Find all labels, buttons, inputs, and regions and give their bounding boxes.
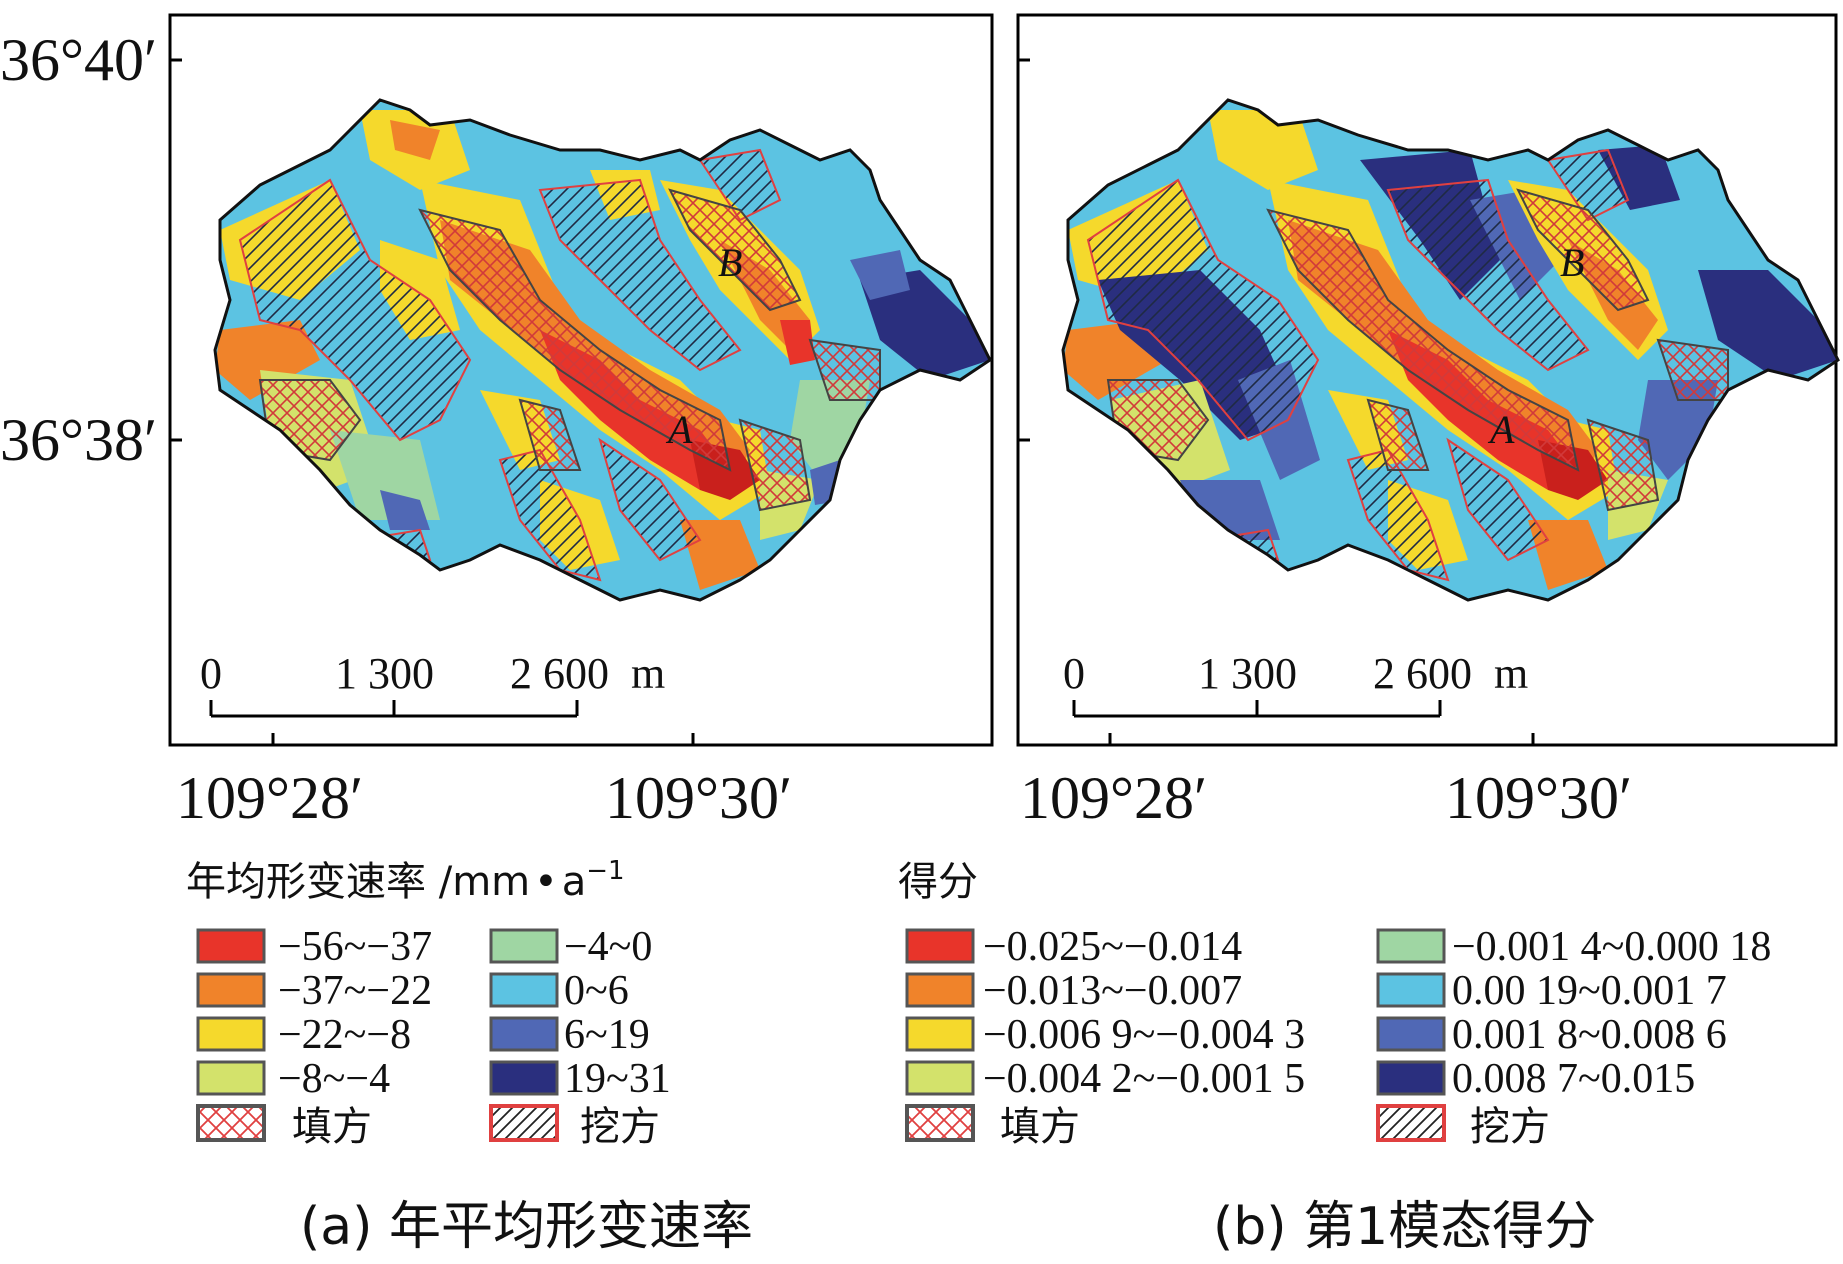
legend-item-label: 6~19 (564, 1012, 650, 1058)
legend-item-label: −0.001 4~0.000 18 (1452, 924, 1771, 970)
legend-swatch-blue (1376, 1016, 1446, 1052)
legend-cut-swatch (489, 1104, 559, 1142)
legend-item-label: −4~0 (564, 924, 652, 970)
panel-a-scale-bar: 0 1 300 2 600 m (200, 649, 665, 718)
legend-item-label: −0.013~−0.007 (983, 968, 1242, 1014)
legend-item-label: −56~−37 (278, 924, 432, 970)
scale-label-1300: 1 300 (335, 649, 434, 698)
lon-label-109-28: 109°28′ (1020, 765, 1207, 831)
legend-a: 年均形变速率 /mm • a−1 −56~−37−37~−22−22~−8−8~−4… (186, 856, 671, 1150)
panel-a: A B 0 1 300 2 600 m 36°40′ 36°38′ 109°28… (0, 13, 994, 831)
panel-b: A B 0 1 300 2 600 m 109°28′ 109°30′ (1016, 13, 1840, 831)
legend-swatch-yellow (905, 1016, 975, 1052)
point-label-b: B (1560, 240, 1584, 285)
scale-label-0: 0 (1063, 649, 1085, 698)
point-label-b: B (718, 240, 742, 285)
panel-b-scale-bar: 0 1 300 2 600 m (1063, 649, 1528, 718)
legend-fill-label: 填方 (1000, 1104, 1080, 1150)
legend-swatch-darkblue (489, 1060, 559, 1096)
legend-swatch-lightgreen (905, 1060, 975, 1096)
scale-label-2600: 2 600 m (510, 649, 665, 698)
legend-swatch-yellow (196, 1016, 266, 1052)
legend-b-title: 得分 (898, 859, 978, 905)
legend-b: 得分 −0.025~−0.014−0.013~−0.007−0.006 9~−0… (898, 859, 1771, 1150)
legend-a-items-left: −56~−37−37~−22−22~−8−8~−4 (196, 924, 432, 1102)
legend-swatch-orange (905, 972, 975, 1008)
legend-item-label: −37~−22 (278, 968, 432, 1014)
legend-item-label: −22~−8 (278, 1012, 411, 1058)
legend-swatch-green (489, 928, 559, 964)
legend-swatch-cyan (1376, 972, 1446, 1008)
legend-cut-label: 挖方 (1470, 1104, 1550, 1150)
scale-label-2600: 2 600 m (1373, 649, 1528, 698)
legend-item-label: −8~−4 (278, 1056, 390, 1102)
legend-fill-swatch (905, 1104, 975, 1142)
legend-item-label: −0.004 2~−0.001 5 (983, 1056, 1305, 1102)
legend-item-label: 0~6 (564, 968, 629, 1014)
legend-swatch-blue (489, 1016, 559, 1052)
lat-label-36-40: 36°40′ (0, 27, 157, 93)
legend-a-title: 年均形变速率 /mm • a−1 (186, 856, 625, 905)
point-label-a: A (665, 407, 693, 452)
caption-b: (b) 第1模态得分 (1213, 1197, 1596, 1257)
lat-label-36-38: 36°38′ (0, 407, 157, 473)
legend-swatch-red (196, 928, 266, 964)
legend-fill-swatch (196, 1104, 266, 1142)
scale-label-0: 0 (200, 649, 222, 698)
legend-item-label: 0.00 19~0.001 7 (1452, 968, 1727, 1014)
point-label-a: A (1487, 407, 1515, 452)
scale-label-1300: 1 300 (1198, 649, 1297, 698)
legend-b-items-right: −0.001 4~0.000 180.00 19~0.001 70.001 8~… (1376, 924, 1771, 1102)
legend-swatch-orange (196, 972, 266, 1008)
legend-cut-label: 挖方 (580, 1104, 660, 1150)
lon-label-109-30: 109°30′ (605, 765, 792, 831)
legend-item-label: 0.008 7~0.015 (1452, 1056, 1695, 1102)
legend-item-label: −0.006 9~−0.004 3 (983, 1012, 1305, 1058)
legend-swatch-green (1376, 928, 1446, 964)
legend-swatch-darkblue (1376, 1060, 1446, 1096)
legend-item-label: 0.001 8~0.008 6 (1452, 1012, 1727, 1058)
lon-label-109-30: 109°30′ (1445, 765, 1632, 831)
legend-item-label: 19~31 (564, 1056, 671, 1102)
legend-item-label: −0.025~−0.014 (983, 924, 1242, 970)
caption-a: (a) 年平均形变速率 (300, 1197, 753, 1257)
legend-fill-label: 填方 (292, 1104, 372, 1150)
legend-swatch-red (905, 928, 975, 964)
legend-swatch-lightgreen (196, 1060, 266, 1096)
lon-label-109-28: 109°28′ (176, 765, 363, 831)
legend-cut-swatch (1376, 1104, 1446, 1142)
legend-b-items-left: −0.025~−0.014−0.013~−0.007−0.006 9~−0.00… (905, 924, 1305, 1102)
legend-swatch-cyan (489, 972, 559, 1008)
